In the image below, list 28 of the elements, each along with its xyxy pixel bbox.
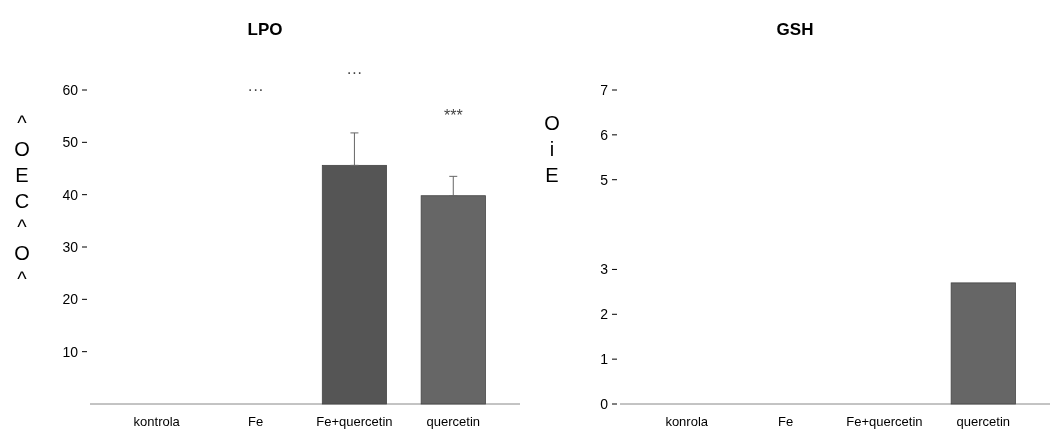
y-tick-label: 20 <box>62 291 79 308</box>
y-tick-label: 2 <box>600 306 609 323</box>
x-tick-label: konrola <box>665 414 709 429</box>
text: ··· <box>346 63 363 81</box>
y-tick-label: 50 <box>62 134 79 151</box>
y-tick-label: 3 <box>600 261 609 278</box>
chart-title: GSH <box>776 20 814 39</box>
y-tick-label: 0 <box>600 395 609 412</box>
y-tick-label: 30 <box>62 238 79 255</box>
x-tick-label: quercetin <box>956 414 1011 429</box>
x-tick-label: Fe <box>777 414 794 429</box>
chart-title: LPO <box>247 20 283 39</box>
x-tick-label: Fe+quercetin <box>316 414 393 429</box>
annotation: *** <box>443 107 463 125</box>
y-tick-label: 60 <box>62 81 79 98</box>
x-tick-label: Fe+quercetin <box>846 414 923 429</box>
y-axis-title: ^OEC^O^ <box>14 112 30 290</box>
x-tick-label: kontrola <box>133 414 181 429</box>
y-tick-label: 6 <box>600 126 609 143</box>
annotation: ··· <box>247 81 264 98</box>
y-tick-label: 5 <box>600 171 609 188</box>
y-tick-label: 7 <box>600 81 609 98</box>
y-tick-label: 10 <box>62 343 79 360</box>
y-tick-label: 40 <box>62 186 79 203</box>
y-tick-label: 1 <box>600 351 609 368</box>
x-tick-label: quercetin <box>426 414 481 429</box>
y-axis-title: OiE <box>544 112 560 186</box>
x-tick-label: Fe <box>247 414 264 429</box>
